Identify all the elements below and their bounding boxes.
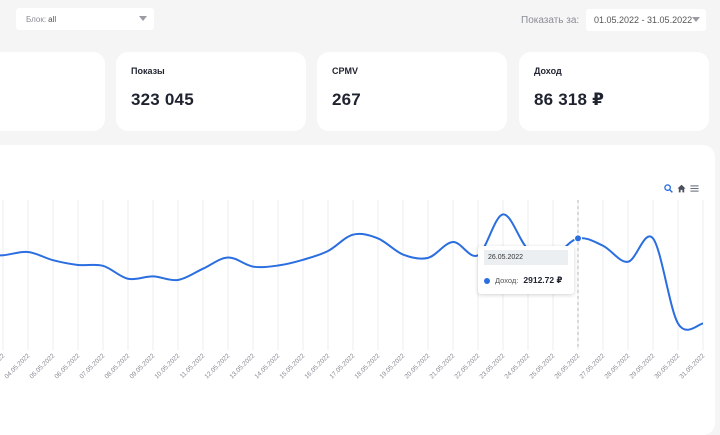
chart-toolbar — [664, 184, 699, 193]
x-tick-label: 25.05.2022 — [528, 352, 556, 380]
x-tick-label: 09.05.2022 — [128, 352, 156, 380]
series-line-revenue — [0, 213, 704, 331]
x-axis-labels: 03.05.202204.05.202205.05.202206.05.2022… — [0, 352, 707, 380]
block-filter-select[interactable]: Блок: all — [16, 8, 154, 30]
x-tick-label: 22.05.2022 — [453, 352, 481, 380]
chart-grid — [2, 200, 704, 350]
x-tick-label: 08.05.2022 — [103, 352, 131, 380]
block-filter-value: all — [48, 14, 57, 24]
x-tick-label: 28.05.2022 — [603, 352, 631, 380]
stat-card-cpmv: CPMV 267 — [317, 52, 507, 131]
tooltip-date: 26.05.2022 — [484, 250, 568, 265]
x-tick-label: 12.05.2022 — [203, 352, 231, 380]
x-tick-label: 16.05.2022 — [303, 352, 331, 380]
x-tick-label: 26.05.2022 — [553, 352, 581, 380]
tooltip-series-name: Доход: — [495, 276, 519, 285]
chart-panel — [0, 145, 715, 435]
stat-card-label: Доход — [534, 66, 562, 76]
x-tick-label: 05.05.2022 — [28, 352, 56, 380]
stat-card-label: Показы — [131, 66, 165, 76]
x-tick-label: 18.05.2022 — [353, 352, 381, 380]
x-tick-label: 19.05.2022 — [378, 352, 406, 380]
x-tick-label: 06.05.2022 — [53, 352, 81, 380]
x-tick-label: 23.05.2022 — [478, 352, 506, 380]
x-tick-label: 10.05.2022 — [153, 352, 181, 380]
stat-card-value: 267 — [332, 90, 361, 109]
x-tick-label: 21.05.2022 — [428, 352, 456, 380]
chevron-down-icon — [139, 16, 147, 21]
x-tick-label: 27.05.2022 — [578, 352, 606, 380]
x-tick-label: 31.05.2022 — [678, 352, 706, 380]
home-icon[interactable] — [677, 184, 686, 193]
menu-icon[interactable] — [690, 184, 699, 193]
chevron-down-icon — [692, 17, 700, 22]
x-tick-label: 04.05.2022 — [3, 352, 31, 380]
selected-point — [574, 234, 582, 243]
x-tick-label: 14.05.2022 — [253, 352, 281, 380]
revenue-line-chart: 03.05.202204.05.202205.05.202206.05.2022… — [0, 200, 707, 380]
x-tick-label: 30.05.2022 — [653, 352, 681, 380]
stat-card-revenue: Доход 86 318 ₽ — [519, 52, 709, 131]
tooltip-value: 2912.72 ₽ — [523, 275, 563, 285]
x-tick-label: 15.05.2022 — [278, 352, 306, 380]
x-tick-label: 20.05.2022 — [403, 352, 431, 380]
period-select[interactable]: 01.05.2022 - 31.05.2022 — [586, 9, 706, 31]
x-tick-label: 17.05.2022 — [328, 352, 356, 380]
stat-card-value: 86 318 ₽ — [534, 90, 605, 109]
period-label: Показать за: — [521, 15, 580, 26]
period-value: 01.05.2022 - 31.05.2022 — [594, 15, 693, 25]
stat-card-value: 323 045 — [131, 90, 194, 109]
stat-card-label: CPMV — [332, 66, 359, 76]
x-tick-label: 07.05.2022 — [78, 352, 106, 380]
tooltip-row: Доход: 2912.72 ₽ — [484, 275, 574, 286]
legend-dot-icon — [484, 277, 490, 284]
block-filter-label: Блок: — [26, 14, 47, 24]
x-tick-label: 24.05.2022 — [503, 352, 531, 380]
x-tick-label: 29.05.2022 — [628, 352, 656, 380]
x-tick-label: 13.05.2022 — [228, 352, 256, 380]
stat-card-hidden — [0, 52, 105, 131]
search-icon[interactable] — [664, 184, 673, 193]
chart-tooltip: 26.05.2022 Доход: 2912.72 ₽ — [478, 246, 574, 294]
stat-card-impressions: Показы 323 045 — [116, 52, 306, 131]
